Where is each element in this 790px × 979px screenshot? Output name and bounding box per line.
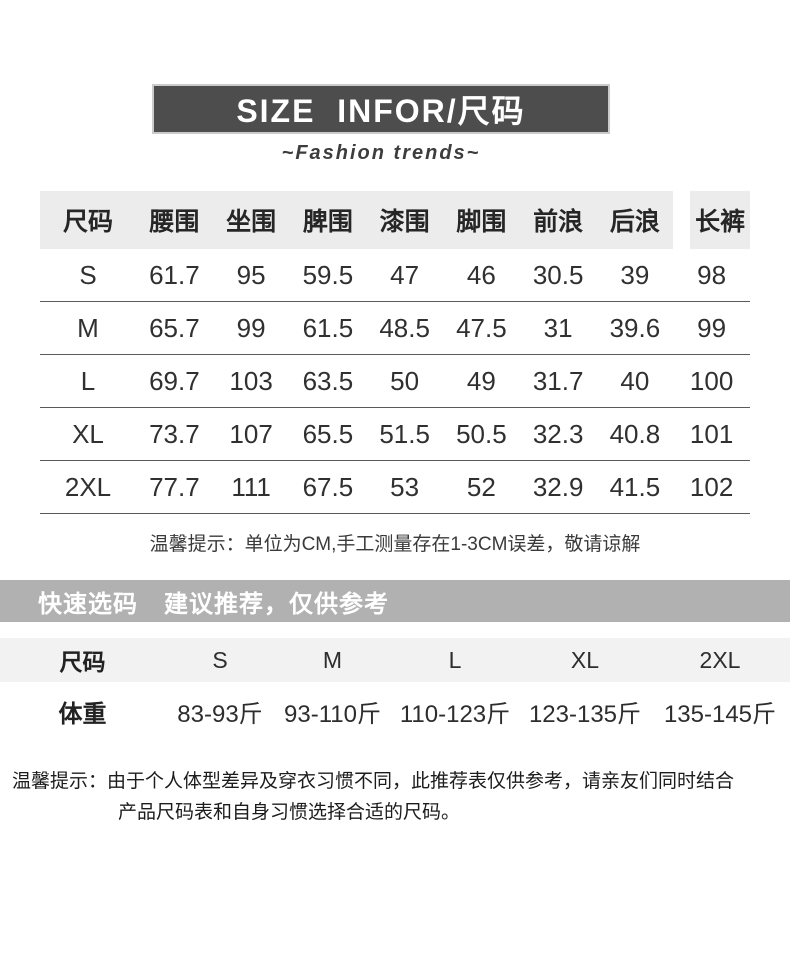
size-cell: 47: [390, 259, 420, 290]
size-cell: M: [77, 312, 99, 343]
size-cell: 50: [390, 365, 420, 396]
size-cell: 67.5: [302, 471, 354, 502]
size-cell: 50.5: [456, 418, 507, 449]
quick-select-band: 快速选码 建议推荐，仅供参考: [0, 580, 790, 622]
size-cell: 61.5: [302, 312, 354, 343]
quick-weight-cell: 体重: [58, 700, 107, 728]
size-cell: 98: [697, 259, 727, 290]
size-table-body: S 61.7 95 59.5 47 46 30.5 39 98 M 65.7 99 61.5 48.5 47…: [40, 249, 750, 514]
fashion-trends-subtitle: ~Fashion trends~: [281, 142, 481, 164]
quick-size-table: 尺码 S M L XL 2XL 体重 83-93斤 93-110斤 110-123斤 123-13…: [0, 638, 790, 740]
bottom-advice-note: 温馨提示：由于个人体型差异及穿衣习惯不同，此推荐表仅供参考，请亲友们同时结合 产…: [12, 766, 776, 828]
size-infor-banner: SIZE INFOR/尺码: [152, 84, 610, 134]
size-cell: 103: [229, 365, 273, 396]
size-cell: 100: [689, 365, 734, 396]
size-header-cell: 坐围: [212, 191, 290, 249]
quick-weight-cell: 123-135斤: [528, 700, 642, 728]
cm-unit-note: 温馨提示：单位为CM,手工测量存在1-3CM误差，敬请谅解: [149, 534, 641, 555]
size-cell: 111: [231, 471, 271, 502]
size-header-cell: 前浪: [519, 191, 597, 249]
bottom-note-line1: 温馨提示：由于个人体型差异及穿衣习惯不同，此推荐表仅供参考，请亲友们同时结合: [12, 771, 735, 792]
size-cell: 65.5: [302, 418, 354, 449]
size-table-row: XL 73.7 107 65.5 51.5 50.5 32.3 40.8 101: [40, 408, 750, 461]
size-table-row: 2XL 77.7 111 67.5 53 52 32.9 41.5 102: [40, 461, 750, 514]
quick-size-cell: M: [322, 646, 343, 673]
size-header-cell: 漆围: [366, 191, 443, 249]
size-cell: 32.3: [532, 418, 584, 449]
quick-weight-cell: 93-110斤: [284, 700, 381, 728]
size-cell: S: [79, 259, 97, 290]
size-cell: L: [80, 365, 96, 396]
size-cell: 39.6: [609, 312, 661, 343]
size-cell: 69.7: [149, 365, 200, 396]
size-cell: 95: [236, 259, 266, 290]
quick-weight-cell: 110-123斤: [399, 700, 511, 728]
quick-size-cell: S: [212, 646, 228, 673]
quick-weight-row: 体重 83-93斤 93-110斤 110-123斤 123-135斤 135-145斤: [0, 682, 790, 740]
size-header-cell: 后浪: [596, 191, 674, 249]
size-header-cell: 尺码: [40, 191, 136, 249]
quick-select-label: 快速选码: [38, 590, 138, 618]
size-cell: 49: [466, 365, 496, 396]
quick-size-cell: XL: [570, 646, 600, 673]
size-cell: 46: [466, 259, 496, 290]
size-header-cell: 长裤: [673, 191, 750, 249]
quick-select-subtitle: 建议推荐，仅供参考: [164, 590, 389, 618]
size-cell: 61.7: [149, 259, 200, 290]
quick-size-row: 尺码 S M L XL 2XL: [0, 638, 790, 682]
size-header-cell: 腰围: [136, 191, 213, 249]
size-cell: 40: [620, 365, 650, 396]
size-cell: 31.7: [532, 365, 584, 396]
size-cell: XL: [72, 418, 104, 449]
size-cell: 63.5: [302, 365, 354, 396]
size-cell: 52: [466, 471, 496, 502]
size-cell: 47.5: [456, 312, 507, 343]
size-cell: 30.5: [532, 259, 584, 290]
size-cell: 40.8: [609, 418, 661, 449]
size-table-header-row: 尺码 腰围 坐围 脾围 漆围 脚围 前浪 后浪 长裤: [40, 191, 750, 249]
size-cell: 102: [689, 471, 734, 502]
size-table-row: M 65.7 99 61.5 48.5 47.5 31 39.6 99: [40, 302, 750, 355]
size-cell: 41.5: [609, 471, 661, 502]
size-header-cell: 脾围: [289, 191, 367, 249]
size-cell: 2XL: [64, 471, 112, 502]
size-cell: 107: [229, 418, 273, 449]
size-cell: 48.5: [379, 312, 430, 343]
size-cell: 59.5: [302, 259, 354, 290]
size-cell: 31: [543, 312, 573, 343]
size-cell: 73.7: [149, 418, 200, 449]
size-cell: 65.7: [149, 312, 200, 343]
quick-weight-cell: 135-145斤: [663, 700, 777, 728]
size-cell: 77.7: [149, 471, 200, 502]
size-header-cell: 脚围: [443, 191, 520, 249]
size-cell: 32.9: [532, 471, 584, 502]
size-chart-page: SIZE INFOR/尺码 ~Fashion trends~ 尺码 腰围 坐围 脾围漆…: [0, 84, 790, 828]
quick-size-cell: 2XL: [699, 646, 741, 673]
size-cell: 53: [390, 471, 420, 502]
size-cell: 39: [620, 259, 650, 290]
size-table-row: S 61.7 95 59.5 47 46 30.5 39 98: [40, 249, 750, 302]
quick-size-cell: 尺码: [59, 649, 106, 675]
size-table: 尺码 腰围 坐围 脾围 漆围 脚围 前浪 后浪 长裤 S 61.7 95 59.5 47 46 30.5 39…: [40, 191, 750, 514]
size-cell: 51.5: [379, 418, 430, 449]
size-cell: 99: [236, 312, 266, 343]
size-cell: 99: [697, 312, 727, 343]
banner-title: SIZE INFOR/尺码: [236, 93, 526, 129]
bottom-note-line2: 产品尺码表和自身习惯选择合适的尺码。: [118, 802, 461, 823]
size-cell: 101: [689, 418, 734, 449]
quick-size-cell: L: [448, 646, 462, 673]
quick-weight-cell: 83-93斤: [177, 700, 263, 728]
size-table-row: L 69.7 103 63.5 50 49 31.7 40 100: [40, 355, 750, 408]
